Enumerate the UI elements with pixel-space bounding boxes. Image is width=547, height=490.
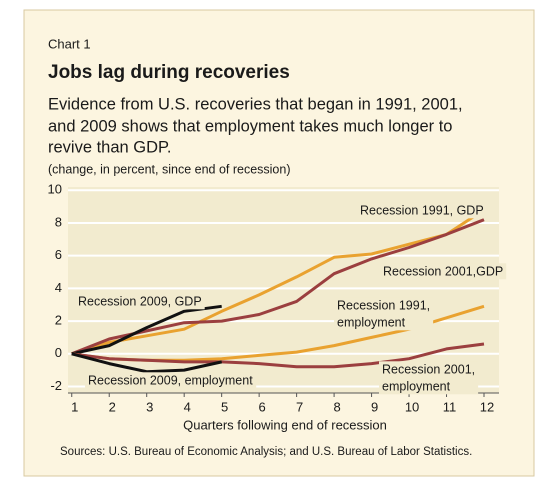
legend-label: Recession 2009, GDP [78, 294, 202, 308]
y-tick-label: 4 [55, 280, 62, 295]
y-tick-label: -2 [50, 378, 62, 393]
series-line [71, 208, 485, 356]
legend-label: Recession 1991, [337, 298, 430, 312]
x-tick-label: 5 [221, 399, 228, 414]
x-tick-label: 7 [296, 399, 303, 414]
x-tick-label: 12 [480, 399, 494, 414]
label-knockout [75, 293, 205, 310]
subtitle-line: revive than GDP. [48, 138, 172, 156]
x-tick-label: 8 [333, 399, 340, 414]
series-line [71, 342, 485, 369]
subtitle-line: Evidence from U.S. recoveries that began… [48, 95, 463, 113]
series-label: Recession 2001, employment [379, 361, 479, 395]
y-axis-label: (change, in percent, since end of recess… [48, 162, 291, 176]
series-label: Recession 2009, GDP [75, 293, 205, 310]
legend-label: Recession 1991, GDP [360, 203, 484, 217]
legend-label: Recession 2009, employment [88, 373, 253, 387]
x-tick-label: 1 [71, 399, 78, 414]
y-tick-label: 0 [55, 345, 62, 360]
legend-label: employment [337, 315, 406, 329]
series-label: Recession 2009, employment [85, 372, 257, 389]
x-axis-label: Quarters following end of recession [183, 417, 387, 432]
label-knockout [357, 202, 487, 219]
x-tick-label: 4 [184, 399, 191, 414]
legend-label: Recession 2001, [382, 362, 475, 376]
legend-label: Recession 2001,GDP [383, 264, 503, 278]
series-line [71, 352, 223, 374]
x-tick-label: 11 [443, 399, 457, 414]
x-tick-label: 2 [109, 399, 116, 414]
y-tick-label: 2 [55, 313, 62, 328]
x-tick-label: 10 [405, 399, 419, 414]
source: Sources: U.S. Bureau of Economic Analysi… [60, 446, 472, 458]
y-tick-label: 6 [55, 247, 62, 262]
y-tick-label: 8 [55, 214, 62, 229]
legend-label: employment [382, 379, 451, 393]
label-knockout [380, 263, 507, 280]
x-tick-label: 3 [146, 399, 153, 414]
x-tick-label: 9 [371, 399, 378, 414]
series-label: Recession 2001,GDP [380, 263, 507, 280]
label-knockout [85, 372, 257, 389]
chart-kicker: Chart 1 [48, 36, 91, 51]
series-label: Recession 1991, employment [334, 297, 434, 331]
series-label: Recession 1991, GDP [357, 202, 487, 219]
x-tick-label: 6 [259, 399, 266, 414]
series-line [71, 304, 222, 356]
subtitle-line: and 2009 shows that employment takes muc… [48, 117, 452, 135]
y-tick-label: 10 [48, 182, 62, 197]
chart-title: Jobs lag during recoveries [48, 62, 290, 83]
label-knockout [379, 361, 479, 395]
label-knockout [334, 297, 434, 331]
